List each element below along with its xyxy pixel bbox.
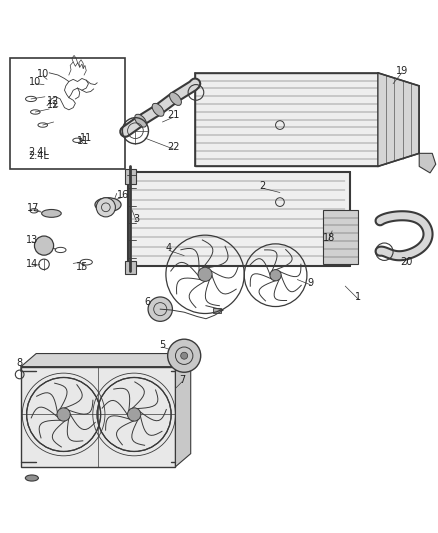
Ellipse shape — [135, 114, 147, 127]
Text: 21: 21 — [167, 110, 180, 120]
Circle shape — [270, 270, 281, 281]
Polygon shape — [127, 172, 350, 265]
Polygon shape — [21, 367, 176, 467]
Ellipse shape — [25, 475, 39, 481]
Polygon shape — [195, 73, 378, 166]
Text: 14: 14 — [26, 260, 38, 269]
Polygon shape — [323, 210, 358, 264]
Bar — [213, 308, 221, 313]
Text: 16: 16 — [117, 190, 129, 200]
Circle shape — [96, 198, 116, 217]
Circle shape — [148, 297, 173, 321]
Circle shape — [57, 408, 70, 421]
Text: 17: 17 — [27, 203, 39, 213]
Text: 11: 11 — [77, 136, 89, 146]
Polygon shape — [21, 353, 191, 367]
Text: 20: 20 — [400, 257, 412, 267]
Text: 2.4L: 2.4L — [28, 147, 49, 157]
Text: 18: 18 — [322, 233, 335, 243]
Text: 22: 22 — [167, 142, 180, 152]
Text: 11: 11 — [80, 133, 92, 143]
Text: 12: 12 — [46, 96, 59, 106]
Text: 10: 10 — [29, 77, 42, 86]
Text: 8: 8 — [17, 358, 23, 368]
Circle shape — [35, 236, 53, 255]
Text: 15: 15 — [76, 262, 88, 272]
Ellipse shape — [152, 103, 164, 116]
Ellipse shape — [95, 198, 121, 212]
Text: 3: 3 — [133, 214, 139, 224]
Text: 9: 9 — [307, 278, 314, 288]
Text: 1: 1 — [355, 292, 361, 302]
Ellipse shape — [170, 92, 181, 106]
Polygon shape — [419, 154, 436, 173]
Circle shape — [168, 339, 201, 372]
Text: 4: 4 — [166, 243, 172, 253]
Text: 5: 5 — [159, 340, 166, 350]
Text: 2.4L: 2.4L — [28, 150, 49, 160]
Text: 6: 6 — [144, 297, 150, 307]
Circle shape — [198, 267, 212, 281]
Text: 12: 12 — [47, 100, 60, 110]
Text: 13: 13 — [26, 235, 38, 245]
Bar — [125, 168, 136, 184]
Text: 7: 7 — [179, 375, 185, 385]
Text: 2: 2 — [259, 181, 266, 191]
Ellipse shape — [42, 209, 61, 217]
Bar — [125, 261, 136, 274]
Text: 19: 19 — [396, 66, 408, 76]
Circle shape — [181, 352, 187, 359]
Polygon shape — [378, 73, 419, 166]
Text: 10: 10 — [37, 69, 49, 79]
Bar — [10, 58, 125, 168]
Circle shape — [127, 408, 141, 421]
Polygon shape — [176, 353, 191, 467]
